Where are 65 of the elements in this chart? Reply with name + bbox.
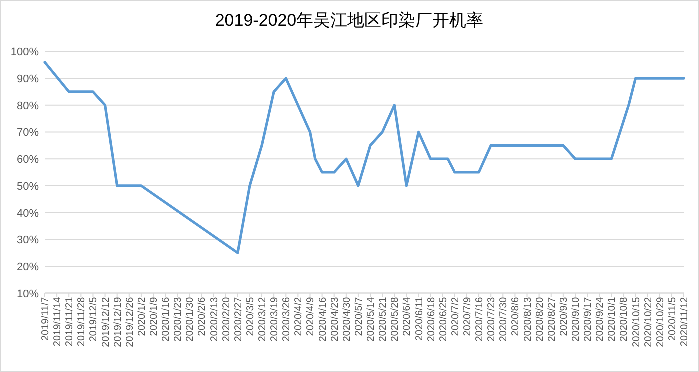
x-tick-label: 2020/4/2: [294, 296, 305, 336]
y-tick-label: 100%: [10, 46, 40, 59]
x-tick-label: 2020/2/27: [233, 296, 244, 342]
y-tick-label: 30%: [16, 234, 40, 247]
y-tick-label: 40%: [16, 208, 40, 220]
x-tick-label: 2020/7/2: [450, 296, 462, 336]
x-tick-label: 2020/5/28: [390, 296, 402, 342]
x-tick-label: 2020/10/29: [655, 296, 666, 348]
x-tick-label: 2020/7/23: [486, 296, 498, 342]
y-tick-label: 20%: [16, 261, 40, 274]
x-tick-label: 2020/5/14: [366, 296, 378, 342]
x-tick-label: 2020/4/23: [330, 296, 341, 342]
x-tick-label: 2020/11/5: [667, 296, 678, 342]
x-tick-label: 2019/12/5: [88, 296, 100, 342]
x-tick-label: 2019/11/28: [76, 296, 88, 347]
x-tick-label: 2020/2/20: [221, 296, 232, 342]
x-tick-label: 2020/1/9: [149, 296, 160, 336]
y-tick-label: 80%: [16, 100, 40, 112]
x-tick-label: 2020/3/12: [258, 296, 269, 342]
x-tick-label: 2020/2/13: [209, 296, 220, 342]
x-tick-label: 2020/9/10: [570, 296, 582, 342]
y-tick-label: 70%: [16, 127, 40, 140]
x-tick-label: 2020/4/9: [306, 296, 317, 336]
x-tick-label: 2020/5/7: [354, 296, 365, 336]
x-tick-label: 2020/2/6: [197, 296, 208, 336]
x-tick-label: 2020/11/12: [680, 296, 690, 347]
x-tick-label: 2019/12/19: [112, 296, 124, 348]
x-tick-label: 2020/6/4: [402, 296, 414, 336]
x-tick-label: 2020/10/8: [619, 296, 630, 342]
x-tick-label: 2020/7/30: [498, 296, 510, 342]
x-tick-label: 2020/10/1: [607, 296, 618, 342]
x-tick-label: 2020/8/13: [522, 296, 534, 342]
x-tick-label: 2020/8/6: [510, 296, 522, 336]
x-tick-label: 2020/6/18: [426, 296, 438, 342]
x-tick-label: 2020/1/30: [185, 296, 196, 342]
x-tick-label: 2020/9/17: [583, 296, 594, 342]
x-tick-label: 2019/12/12: [100, 296, 112, 348]
x-tick-label: 2020/7/16: [474, 296, 486, 342]
x-tick-label: 2019/11/14: [52, 296, 64, 347]
x-tick-label: 2020/9/3: [558, 296, 570, 336]
x-tick-label: 2020/5/21: [378, 296, 390, 342]
x-tick-label: 2019/11/21: [64, 296, 76, 347]
x-tick-label: 2020/9/24: [595, 296, 606, 342]
y-tick-label: 10%: [16, 288, 40, 300]
y-tick-label: 50%: [16, 180, 40, 193]
x-tick-label: 2020/3/5: [245, 296, 256, 336]
y-tick-label: 90%: [16, 74, 40, 86]
y-tick-label: 60%: [16, 154, 40, 166]
x-tick-label: 2020/4/30: [342, 296, 353, 342]
x-tick-label: 2020/8/20: [534, 296, 546, 342]
x-tick-label: 2020/3/19: [270, 296, 281, 342]
x-tick-label: 2020/1/23: [173, 296, 184, 342]
x-tick-label: 2019/11/7: [40, 296, 52, 342]
x-tick-label: 2019/12/26: [124, 296, 136, 348]
chart-title: 2019-2020年吴江地区印染厂开机率: [215, 11, 484, 30]
x-tick-label: 2020/6/25: [438, 296, 450, 342]
x-tick-label: 2020/10/22: [643, 296, 654, 348]
x-tick-label: 2020/1/16: [161, 296, 172, 342]
x-tick-label: 2020/10/15: [631, 296, 642, 348]
x-tick-label: 2020/4/16: [318, 296, 329, 342]
x-tick-label: 2020/3/26: [282, 296, 293, 342]
x-tick-label: 2020/8/27: [546, 296, 558, 342]
x-tick-label: 2020/1/2: [136, 296, 148, 336]
x-tick-label: 2020/6/11: [414, 296, 426, 342]
x-tick-label: 2020/7/9: [462, 296, 474, 336]
